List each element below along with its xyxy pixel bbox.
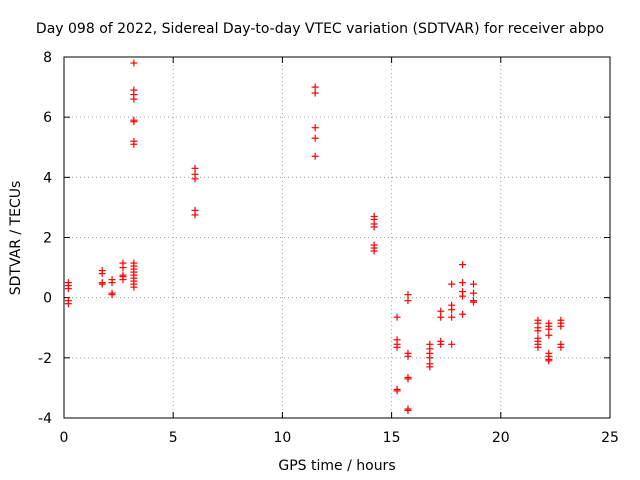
data-point [557, 322, 565, 330]
data-point [459, 279, 467, 287]
y-tick-label: 8 [43, 50, 52, 66]
data-point [64, 285, 72, 293]
data-point [98, 270, 106, 278]
data-point [311, 89, 319, 97]
data-points [64, 59, 565, 414]
data-point [191, 211, 199, 219]
y-tick-label: 6 [43, 110, 52, 126]
data-point [437, 340, 445, 348]
y-tick-labels: -4 -2 0 2 4 6 8 [38, 50, 52, 427]
plot-frame [63, 56, 611, 419]
data-point [130, 59, 138, 67]
data-point [545, 325, 553, 333]
y-tick-label: 4 [43, 170, 52, 186]
x-tick-label: 15 [383, 430, 401, 446]
data-point [98, 280, 106, 288]
y-tick-label: 2 [43, 231, 52, 247]
data-point [370, 223, 378, 231]
x-tick-label: 10 [273, 430, 291, 446]
data-point [557, 343, 565, 351]
y-axis-label: SDTVAR / TECUs [8, 181, 24, 296]
data-point [437, 307, 445, 315]
data-point [426, 354, 434, 362]
data-point [470, 289, 477, 297]
data-point [534, 343, 542, 351]
data-point [119, 276, 127, 284]
y-tick-label: -4 [38, 411, 52, 427]
grid-lines [64, 57, 610, 418]
data-point [119, 264, 127, 272]
data-point [404, 352, 412, 360]
y-tick-label: 0 [43, 291, 52, 307]
data-point [311, 124, 319, 132]
data-point [393, 313, 401, 321]
x-axis-label: GPS time / hours [278, 458, 395, 474]
data-point [311, 83, 319, 91]
data-point [437, 313, 445, 321]
data-point [448, 313, 456, 321]
data-point [448, 340, 456, 348]
data-point [404, 297, 412, 305]
data-point [534, 327, 542, 335]
data-point [545, 357, 553, 365]
data-point [470, 280, 477, 288]
x-tick-labels: 0 5 10 15 20 25 [60, 430, 619, 446]
data-point [108, 279, 116, 287]
data-point [191, 164, 199, 172]
x-tick-label: 0 [60, 430, 69, 446]
data-point [459, 261, 467, 269]
data-point [311, 134, 319, 142]
data-point [130, 283, 138, 291]
data-point [108, 291, 116, 299]
data-point [130, 140, 138, 148]
data-point [448, 306, 456, 314]
x-tick-label: 25 [601, 430, 619, 446]
data-point [393, 387, 401, 395]
data-point [311, 152, 319, 160]
x-tick-label: 20 [492, 430, 510, 446]
data-point [130, 118, 138, 126]
data-point [448, 280, 456, 288]
data-point [64, 300, 72, 308]
data-point [459, 310, 467, 318]
data-point [404, 291, 412, 299]
y-tick-label: -2 [38, 351, 52, 367]
data-point [545, 331, 553, 339]
data-point [426, 363, 434, 371]
data-point [393, 343, 401, 351]
data-point [459, 292, 467, 300]
data-point [130, 95, 138, 103]
data-point [470, 298, 477, 306]
data-point [404, 406, 412, 414]
chart-title: Day 098 of 2022, Sidereal Day-to-day VTE… [36, 21, 604, 37]
x-tick-label: 5 [169, 430, 178, 446]
data-point [404, 375, 412, 383]
data-point [191, 175, 199, 183]
data-point [370, 247, 378, 255]
